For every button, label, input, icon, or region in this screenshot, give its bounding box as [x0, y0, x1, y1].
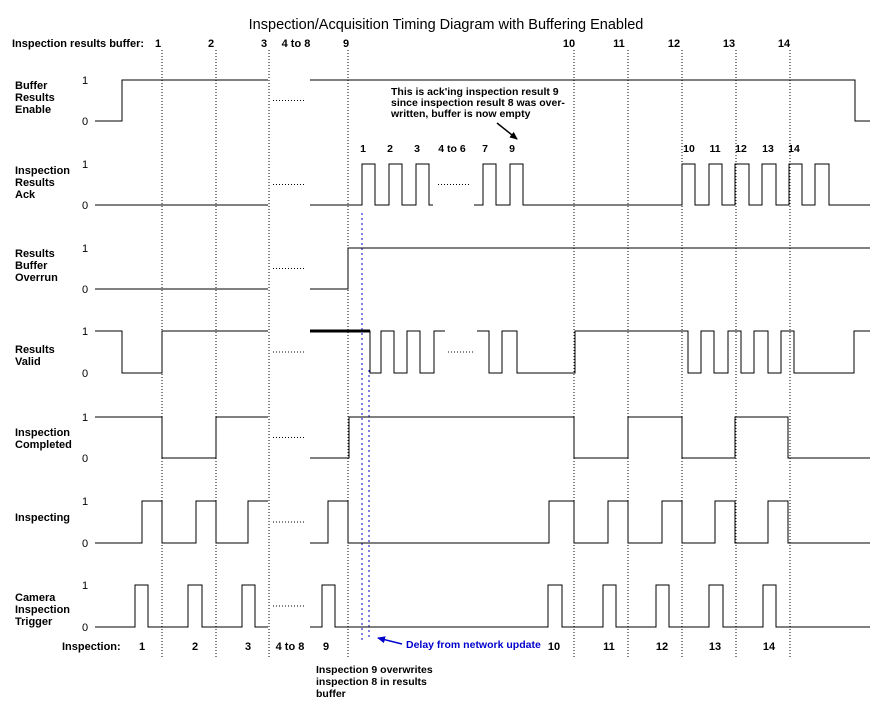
buffer-tick-label: 13: [723, 38, 735, 50]
ack9-note-text: written, buffer is now empty: [390, 108, 531, 120]
inspection-results-ack-level-0-label: 0: [82, 200, 88, 212]
buffer-tick-label: 9: [343, 38, 349, 50]
camera-inspection-trigger-label: Inspection: [15, 604, 70, 616]
ack-tick-label: 14: [788, 143, 800, 155]
ack-tick-label: 4 to 6: [438, 143, 466, 155]
buffer-tick-label: 11: [613, 38, 625, 50]
grid-lines-group: [161, 50, 791, 658]
buffer-results-enable-label: Buffer: [15, 80, 48, 92]
results-valid-level-1-label: 1: [82, 326, 88, 338]
inspection-tick-label: 10: [548, 641, 560, 653]
results-valid-level-0-label: 0: [82, 368, 88, 380]
results-valid-label: Valid: [15, 356, 41, 368]
inspection-tick-label: 13: [709, 641, 721, 653]
inspection-tick-label: 4 to 8: [276, 641, 305, 653]
results-valid-waveform: [310, 330, 445, 374]
results-buffer-overrun-label: Results: [15, 248, 55, 260]
camera-inspection-trigger-label: Trigger: [15, 616, 53, 628]
camera-inspection-trigger-label: Camera: [15, 592, 56, 604]
results-valid-label: Results: [15, 344, 55, 356]
inspection-results-ack-label: Results: [15, 177, 55, 189]
buffer-axis-label: Inspection results buffer:: [12, 38, 144, 50]
results-buffer-overrun-level-1-label: 1: [82, 243, 88, 255]
inspection-completed-label: Inspection: [15, 427, 70, 439]
overwrite-note-text: Inspection 9 overwrites: [316, 664, 433, 676]
ack-tick-label: 9: [509, 143, 515, 155]
ack9-note-text: This is ack'ing inspection result 9: [391, 86, 559, 98]
inspection-results-ack-label: Inspection: [15, 165, 70, 177]
buffer-results-enable-waveform: [95, 79, 268, 122]
overwrite-note-text: inspection 8 in results: [316, 676, 427, 688]
inspection-tick-label: 12: [656, 641, 668, 653]
inspection-completed-level-1-label: 1: [82, 412, 88, 424]
inspection-axis-label: Inspection:: [62, 641, 121, 653]
ack-tick-label: 7: [482, 143, 488, 155]
inspection-completed-waveform: [95, 416, 268, 459]
ack-tick-label: 12: [735, 143, 747, 155]
inspection-tick-label: 14: [763, 641, 776, 653]
inspection-completed-label: Completed: [15, 439, 72, 451]
buffer-tick-label: 1: [155, 38, 161, 50]
camera-inspection-trigger-waveform: [95, 584, 268, 628]
ack9-note-text: since inspection result 8 was over-: [391, 97, 565, 109]
waveforms-group: [95, 79, 870, 628]
inspection-tick-label: 2: [192, 641, 198, 653]
inspection-tick-label: 3: [245, 641, 251, 653]
ack-tick-label: 10: [683, 143, 695, 155]
blue-marker-lines-group: [361, 213, 370, 640]
buffer-tick-label: 3: [261, 38, 267, 50]
ack-tick-label: 2: [387, 143, 393, 155]
ack-tick-label: 13: [762, 143, 774, 155]
buffer-tick-label: 14: [778, 38, 791, 50]
inspection-results-ack-waveform: [310, 163, 433, 206]
camera-inspection-trigger-level-0-label: 0: [82, 622, 88, 634]
inspecting-level-1-label: 1: [82, 496, 88, 508]
inspection-results-ack-label: Ack: [15, 189, 36, 201]
annotations-group: This is ack'ing inspection result 9since…: [316, 86, 565, 700]
results-buffer-overrun-label: Buffer: [15, 260, 48, 272]
results-buffer-overrun-label: Overrun: [15, 272, 58, 284]
buffer-tick-label: 2: [208, 38, 214, 50]
inspection-tick-label: 9: [323, 641, 329, 653]
camera-inspection-trigger-waveform: [310, 584, 870, 628]
inspection-completed-level-0-label: 0: [82, 453, 88, 465]
delay-note-arrow: [377, 636, 403, 645]
buffer-results-enable-label: Enable: [15, 104, 51, 116]
inspecting-level-0-label: 0: [82, 538, 88, 550]
inspection-tick-label: 1: [139, 641, 145, 653]
inspection-results-ack-waveform: [474, 163, 870, 206]
inspecting-label: Inspecting: [15, 512, 70, 524]
labels-group: BufferResultsEnable10InspectionResultsAc…: [12, 38, 800, 653]
inspection-completed-waveform: [310, 416, 870, 459]
inspection-results-ack-level-1-label: 1: [82, 159, 88, 171]
results-buffer-overrun-level-0-label: 0: [82, 284, 88, 296]
results-valid-waveform: [95, 330, 268, 374]
overwrite-note-text: buffer: [316, 688, 346, 700]
results-valid-waveform: [477, 330, 870, 374]
buffer-results-enable-waveform: [310, 79, 870, 122]
ack9-note-arrow: [496, 122, 518, 140]
buffer-results-enable-level-0-label: 0: [82, 116, 88, 128]
ack-tick-label: 1: [360, 143, 366, 155]
inspection-tick-label: 11: [603, 641, 615, 653]
ack-tick-label: 11: [709, 143, 720, 155]
buffer-tick-label: 10: [563, 38, 575, 50]
inspecting-waveform: [95, 500, 268, 544]
buffer-tick-label: 12: [668, 38, 680, 50]
inspecting-waveform: [310, 500, 870, 544]
diagram-title: Inspection/Acquisition Timing Diagram wi…: [249, 17, 644, 33]
buffer-results-enable-label: Results: [15, 92, 55, 104]
buffer-tick-label: 4 to 8: [282, 38, 311, 50]
buffer-results-enable-level-1-label: 1: [82, 75, 88, 87]
ack-tick-label: 3: [414, 143, 420, 155]
camera-inspection-trigger-level-1-label: 1: [82, 580, 88, 592]
results-buffer-overrun-waveform: [310, 247, 870, 290]
delay-note-text: Delay from network update: [406, 639, 541, 651]
